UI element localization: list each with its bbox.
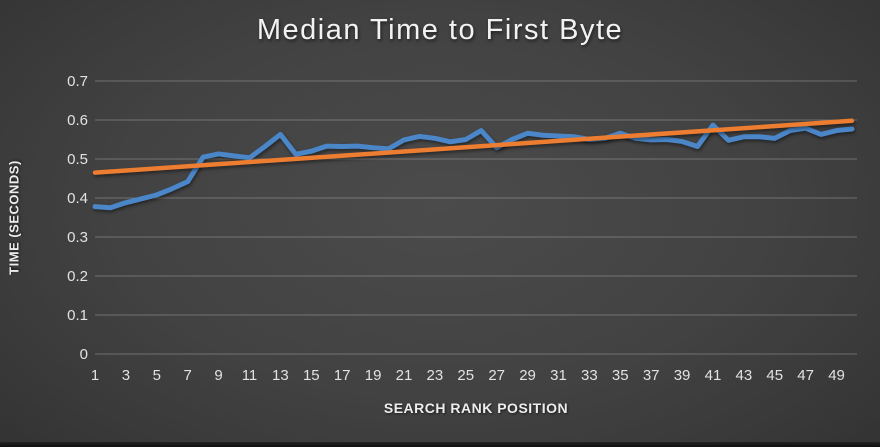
x-tick-label: 3 bbox=[122, 367, 130, 384]
x-tick-label: 7 bbox=[184, 367, 192, 384]
x-tick-label: 31 bbox=[550, 367, 567, 384]
trendline-linear bbox=[92, 118, 855, 175]
x-tick-label: 5 bbox=[153, 367, 161, 384]
x-tick-label: 15 bbox=[303, 367, 320, 384]
chart-title: Median Time to First Byte bbox=[256, 14, 624, 46]
series-line-median-ttfb bbox=[92, 122, 855, 211]
x-tick-label: 11 bbox=[242, 367, 258, 384]
x-tick-label: 45 bbox=[766, 367, 783, 384]
x-tick-label: 41 bbox=[705, 367, 722, 384]
x-axis-title: SEARCH RANK POSITION bbox=[383, 400, 569, 416]
x-tick-label: 17 bbox=[334, 367, 351, 384]
x-tick-label: 19 bbox=[365, 367, 382, 384]
y-tick-label: 0.3 bbox=[67, 229, 88, 246]
x-tick-label: 25 bbox=[457, 367, 474, 384]
x-tick-label: 35 bbox=[612, 367, 629, 384]
y-tick-label: 0.4 bbox=[67, 190, 88, 207]
x-tick-label: 39 bbox=[674, 367, 691, 384]
y-tick-label: 0 bbox=[80, 346, 88, 363]
x-tick-label: 47 bbox=[797, 367, 814, 384]
x-tick-label: 33 bbox=[581, 367, 598, 384]
x-tick-label: 49 bbox=[828, 367, 845, 384]
x-tick-label: 1 bbox=[91, 367, 99, 384]
x-tick-label: 27 bbox=[488, 367, 505, 384]
x-tick-label: 9 bbox=[214, 367, 222, 384]
y-tick-label: 0.6 bbox=[67, 112, 88, 129]
x-tick-label: 43 bbox=[736, 367, 753, 384]
y-tick-label: 0.2 bbox=[67, 268, 88, 285]
x-tick-label: 37 bbox=[643, 367, 660, 384]
x-tick-label: 21 bbox=[396, 367, 413, 384]
bottom-edge-strip bbox=[0, 442, 880, 447]
x-tick-label: 13 bbox=[272, 367, 289, 384]
y-tick-label: 0.1 bbox=[67, 307, 88, 324]
x-tick-label: 23 bbox=[427, 367, 444, 384]
x-tick-label: 29 bbox=[519, 367, 536, 384]
y-tick-label: 0.5 bbox=[67, 151, 88, 168]
y-tick-label: 0.7 bbox=[67, 73, 88, 90]
